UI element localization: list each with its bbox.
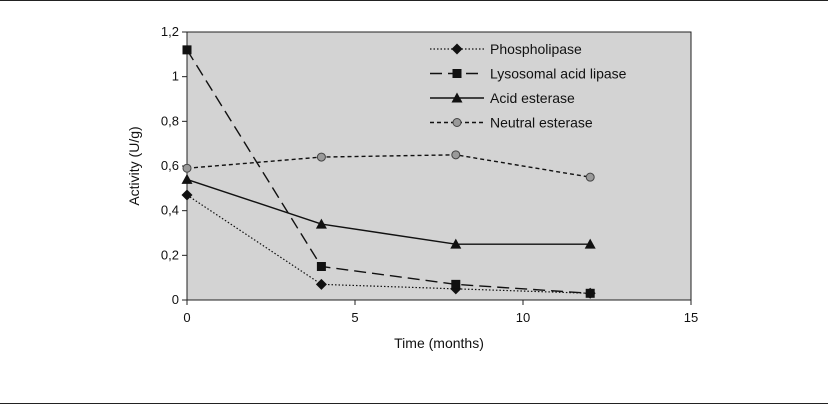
y-axis-title: Activity (U/g) <box>126 126 142 205</box>
legend-label-phospholipase: Phospholipase <box>490 41 582 57</box>
data-point-acid-esterase <box>315 218 327 229</box>
x-tick-label: 5 <box>351 310 358 325</box>
series-line-neutral-esterase <box>186 154 591 178</box>
y-tick-label: 1,2 <box>161 24 179 39</box>
data-point-lysosomal-acid-lipase <box>451 279 461 289</box>
data-point-phospholipase <box>315 278 327 290</box>
series-layer <box>181 45 596 299</box>
data-point-acid-esterase <box>450 238 462 249</box>
series-line-acid-esterase <box>186 178 591 245</box>
series-neutral-esterase <box>182 150 595 182</box>
y-axis: 0 0,2 0,4 0,6 0,8 1 1,2 <box>161 24 187 307</box>
legend-marker-neutral-esterase <box>452 118 462 127</box>
plot-area <box>186 31 692 301</box>
y-tick-label: 0,8 <box>161 113 179 128</box>
data-point-neutral-esterase <box>451 150 461 160</box>
legend-item-neutral-esterase: Neutral esterase <box>430 115 593 131</box>
legend-marker-acid-esterase <box>451 92 463 103</box>
y-tick-label: 0,6 <box>161 158 179 173</box>
data-point-neutral-esterase <box>182 163 192 173</box>
data-point-lysosomal-acid-lipase <box>585 288 595 298</box>
series-lysosomal-acid-lipase <box>182 45 595 298</box>
y-tick-label: 0 <box>172 292 179 307</box>
y-tick-label: 1 <box>172 69 179 84</box>
legend-item-lysosomal-acid-lipase: Lysosomal acid lipase <box>430 66 627 82</box>
x-tick-label: 0 <box>183 310 190 325</box>
data-point-lysosomal-acid-lipase <box>316 262 326 271</box>
series-line-lysosomal-acid-lipase <box>186 49 591 294</box>
data-point-neutral-esterase <box>316 152 326 162</box>
data-point-neutral-esterase <box>585 172 595 182</box>
y-tick-label: 0,4 <box>161 203 179 218</box>
y-tick-label: 0,2 <box>161 247 179 262</box>
bottom-rule <box>0 403 828 404</box>
data-point-phospholipase <box>181 189 193 201</box>
data-point-acid-esterase <box>181 173 193 184</box>
x-tick-label: 10 <box>516 310 530 325</box>
x-axis-title: Time (months) <box>394 335 484 351</box>
legend-label-acid-esterase: Acid esterase <box>490 90 575 106</box>
x-tick-label: 15 <box>684 310 698 325</box>
legend-marker-lysosomal-acid-lipase <box>452 69 462 78</box>
legend-item-acid-esterase: Acid esterase <box>430 90 575 106</box>
series-acid-esterase <box>181 173 596 249</box>
data-point-lysosomal-acid-lipase <box>182 45 192 55</box>
legend-label-neutral-esterase: Neutral esterase <box>490 115 593 131</box>
x-axis: 0 5 10 15 <box>183 300 698 325</box>
top-rule <box>0 0 828 1</box>
legend-marker-phospholipase <box>451 43 463 55</box>
series-line-phospholipase <box>186 194 591 294</box>
data-point-acid-esterase <box>584 238 596 249</box>
legend-item-phospholipase: Phospholipase <box>430 41 582 57</box>
legend-label-lysosomal-acid-lipase: Lysosomal acid lipase <box>490 66 627 82</box>
legend: Phospholipase Lysosomal acid lipase Acid e… <box>430 41 627 131</box>
